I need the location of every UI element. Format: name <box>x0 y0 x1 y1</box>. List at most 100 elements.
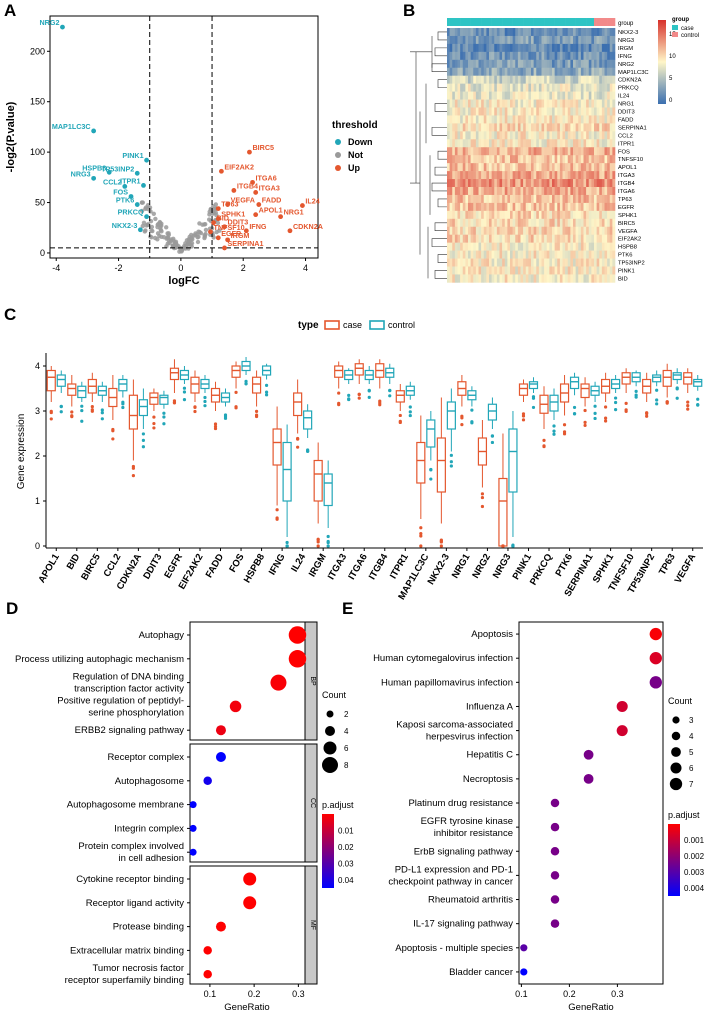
box-outlier <box>234 390 238 394</box>
heatmap-cell <box>538 147 542 156</box>
heatmap-cell <box>552 210 555 220</box>
heatmap-cell <box>599 226 603 235</box>
heatmap-cell <box>594 155 597 164</box>
heatmap-cell <box>586 35 590 45</box>
heatmap-cell <box>481 187 485 196</box>
panel-label-c: C <box>4 305 16 324</box>
heatmap-cell <box>531 91 534 100</box>
heatmap-cell <box>475 83 479 92</box>
heatmap-row-label: EGFR <box>618 205 634 211</box>
heatmap-cell <box>452 218 456 228</box>
heatmap-cell <box>541 51 545 61</box>
heatmap-cell <box>565 131 569 140</box>
heatmap-cell <box>588 187 592 196</box>
heatmap-cell <box>447 179 450 188</box>
up-point <box>250 179 255 185</box>
heatmap-cell <box>546 91 550 100</box>
heatmap-cell <box>562 123 566 132</box>
heatmap-cell <box>559 75 563 84</box>
heatmap-cell <box>470 258 474 267</box>
heatmap-cell <box>567 28 571 37</box>
heatmap-cell <box>475 99 479 108</box>
heatmap-cell <box>554 67 558 76</box>
heatmap-cell <box>591 210 595 220</box>
heatmap-cell <box>491 35 495 45</box>
heatmap-cell <box>512 147 516 156</box>
heatmap-cell <box>609 202 613 212</box>
kegg-term-label: EGFR tyrosine kinase <box>421 816 513 827</box>
heatmap-cell <box>473 139 477 148</box>
annotation-cell <box>496 18 500 26</box>
heatmap-cell <box>591 218 595 228</box>
heatmap-cell <box>557 123 561 132</box>
heatmap-cell <box>565 115 569 124</box>
heatmap-cell <box>470 75 474 84</box>
heatmap-cell <box>552 179 555 188</box>
heatmap-cell <box>525 123 529 132</box>
box-outlier <box>614 396 618 400</box>
heatmap-cell <box>496 258 500 267</box>
heatmap-cell <box>557 210 561 220</box>
heatmap-cell <box>591 258 595 267</box>
heatmap-cell <box>609 163 613 172</box>
heatmap-cell <box>531 274 534 283</box>
down-gene-label: PINK1 <box>122 151 143 160</box>
heatmap-cell <box>525 266 529 275</box>
heatmap-cell <box>504 28 508 37</box>
box-outlier <box>686 400 690 404</box>
heatmap-cell <box>609 187 613 196</box>
heatmap-cell <box>462 171 466 180</box>
heatmap-cell <box>525 179 529 188</box>
heatmap-cell <box>549 155 553 164</box>
color-scale-tick: 0 <box>669 98 673 104</box>
heatmap-cell <box>510 163 513 172</box>
heatmap-cell <box>494 234 498 243</box>
heatmap-cell <box>573 202 576 212</box>
heatmap-cell <box>541 210 545 220</box>
heatmap-cell <box>607 99 611 108</box>
heatmap-cell <box>596 242 600 251</box>
heatmap-cell <box>520 274 524 283</box>
heatmap-cell <box>586 187 590 196</box>
heatmap-cell <box>510 250 513 259</box>
heatmap-cell <box>594 59 597 69</box>
heatmap-cell <box>515 131 519 140</box>
heatmap-cell <box>604 147 608 156</box>
heatmap-cell <box>520 202 524 212</box>
heatmap-cell <box>580 115 584 124</box>
heatmap-cell <box>447 28 450 37</box>
box-outlier <box>583 423 587 428</box>
heatmap-cell <box>573 147 576 156</box>
y-tick-label: 0 <box>40 248 45 258</box>
heatmap-cell <box>491 226 495 235</box>
heatmap-cell <box>457 51 461 61</box>
heatmap-cell <box>552 187 555 196</box>
heatmap-cell <box>489 75 492 84</box>
y-tick-label: 200 <box>30 46 45 56</box>
heatmap-cell <box>557 43 561 53</box>
heatmap-cell <box>586 139 590 148</box>
heatmap-cell <box>512 242 516 251</box>
heatmap-cell <box>475 171 479 180</box>
heatmap-cell <box>554 202 558 212</box>
go-dot <box>243 872 257 886</box>
up-point <box>247 149 252 155</box>
heatmap-cell <box>515 83 519 92</box>
heatmap-cell <box>541 59 545 69</box>
down-gene-label: ITPR1 <box>120 176 140 185</box>
heatmap-cell <box>573 187 576 196</box>
box <box>672 372 682 381</box>
heatmap-cell <box>594 171 597 180</box>
box-outlier <box>59 410 63 414</box>
heatmap-cell <box>452 266 456 275</box>
box-outlier <box>326 541 330 545</box>
size-legend-label: 5 <box>689 748 694 757</box>
heatmap-cell <box>554 83 558 92</box>
box <box>56 374 66 387</box>
heatmap-cell <box>570 83 574 92</box>
heatmap-cell <box>507 83 511 92</box>
down-gene-label: NRG2 <box>39 18 59 27</box>
go-dot <box>215 725 226 736</box>
heatmap-cell <box>465 218 469 228</box>
heatmap-cell <box>541 139 545 148</box>
